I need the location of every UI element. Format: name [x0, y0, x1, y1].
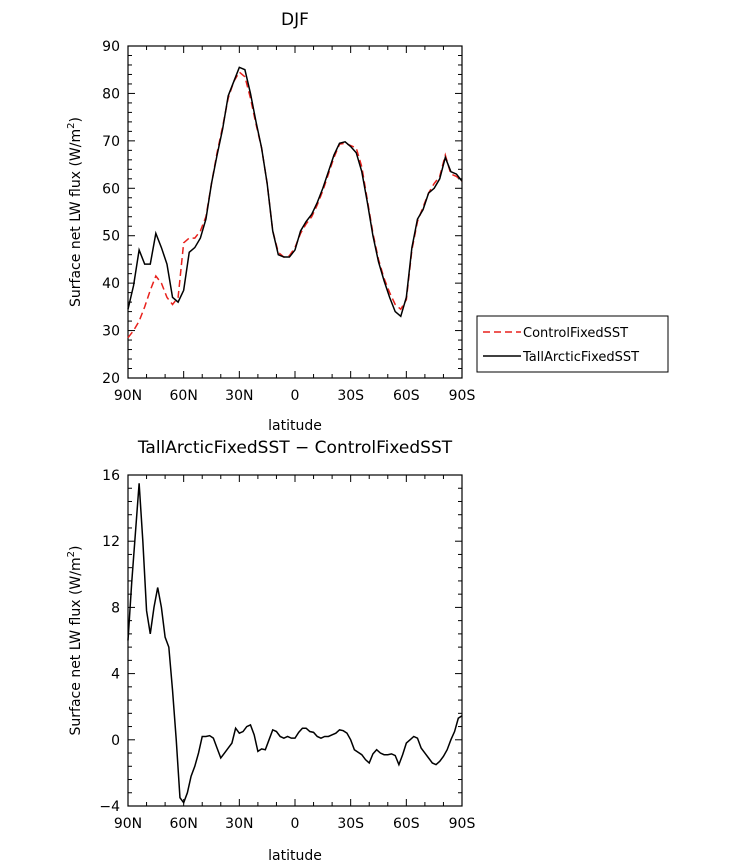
x-tick-label: 30S: [337, 816, 364, 832]
y-tick-label: −4: [99, 799, 120, 815]
y-tick-label: 80: [102, 86, 120, 102]
x-tick-label: 60N: [170, 388, 198, 404]
y-tick-label: 30: [102, 324, 120, 340]
x-tick-label: 90S: [449, 816, 476, 832]
y-tick-label: 0: [111, 733, 120, 749]
y-tick-label: 8: [111, 600, 120, 616]
chart-panel-2: TallArcticFixedSST − ControlFixedSST 90N 6…: [66, 438, 475, 864]
y-tick-label: 16: [102, 468, 120, 484]
y-tick-label: 60: [102, 181, 120, 197]
y-axis-label: Surface net LW flux (W/m2): [66, 117, 84, 307]
plot-frame: [127, 45, 463, 379]
x-axis-label: latitude: [268, 848, 322, 864]
chart-panel-1: DJF 90N 60N 30N 0 30S 60S 90S 20 30 40 50 60 70 80 90 la…: [66, 10, 669, 434]
x-tick-label: 0: [291, 388, 300, 404]
x-tick-label: 30N: [225, 388, 253, 404]
legend-box: [476, 315, 669, 373]
x-tick-label: 30N: [225, 816, 253, 832]
x-tick-label: 60N: [170, 816, 198, 832]
y-tick-label: 4: [111, 667, 120, 683]
y-tick-label: 70: [102, 134, 120, 150]
y-tick-label: 50: [102, 229, 120, 245]
legend-label: TallArcticFixedSST: [522, 350, 639, 365]
y-tick-label: 90: [102, 39, 120, 55]
x-axis-label: latitude: [268, 418, 322, 434]
x-tick-label: 60S: [393, 816, 420, 832]
x-tick-label: 90N: [114, 816, 142, 832]
x-tick-label: 90N: [114, 388, 142, 404]
legend-label: ControlFixedSST: [523, 326, 628, 341]
chart-title: DJF: [281, 10, 309, 30]
x-tick-label: 90S: [449, 388, 476, 404]
series-line-controlfixedsst: [127, 70, 463, 339]
x-tick-label: 30S: [337, 388, 364, 404]
x-tick-label: 0: [291, 816, 300, 832]
y-tick-label: 40: [102, 276, 120, 292]
series-line-tallarcticfixedsst: [127, 66, 463, 318]
series-line-difference: [127, 483, 463, 805]
y-tick-label: 20: [102, 371, 120, 387]
legend: ControlFixedSST TallArcticFixedSST: [476, 315, 669, 373]
plot-frame: [127, 474, 463, 807]
x-tick-label: 60S: [393, 388, 420, 404]
y-axis-label: Surface net LW flux (W/m2): [66, 546, 84, 736]
chart-title: TallArcticFixedSST − ControlFixedSST: [137, 438, 453, 458]
y-tick-label: 12: [102, 534, 120, 550]
